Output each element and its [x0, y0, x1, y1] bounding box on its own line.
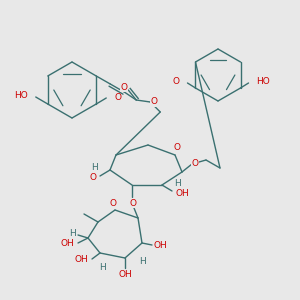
Text: H: H	[99, 263, 105, 272]
Text: O: O	[151, 98, 158, 106]
Text: H: H	[91, 164, 98, 172]
Text: OH: OH	[176, 188, 190, 197]
Text: O: O	[130, 199, 136, 208]
Text: H: H	[139, 257, 146, 266]
Text: HO: HO	[256, 77, 270, 86]
Text: O: O	[191, 160, 199, 169]
Text: OH: OH	[118, 270, 132, 279]
Text: O: O	[110, 199, 116, 208]
Text: OH: OH	[154, 241, 168, 250]
Text: O: O	[89, 173, 96, 182]
Text: O: O	[121, 82, 128, 91]
Text: O: O	[173, 142, 181, 152]
Text: HO: HO	[14, 92, 28, 100]
Text: H: H	[174, 178, 181, 188]
Text: O: O	[172, 76, 179, 85]
Text: O: O	[114, 92, 121, 101]
Text: OH: OH	[60, 239, 74, 248]
Text: H: H	[69, 230, 76, 238]
Text: OH: OH	[74, 254, 88, 263]
